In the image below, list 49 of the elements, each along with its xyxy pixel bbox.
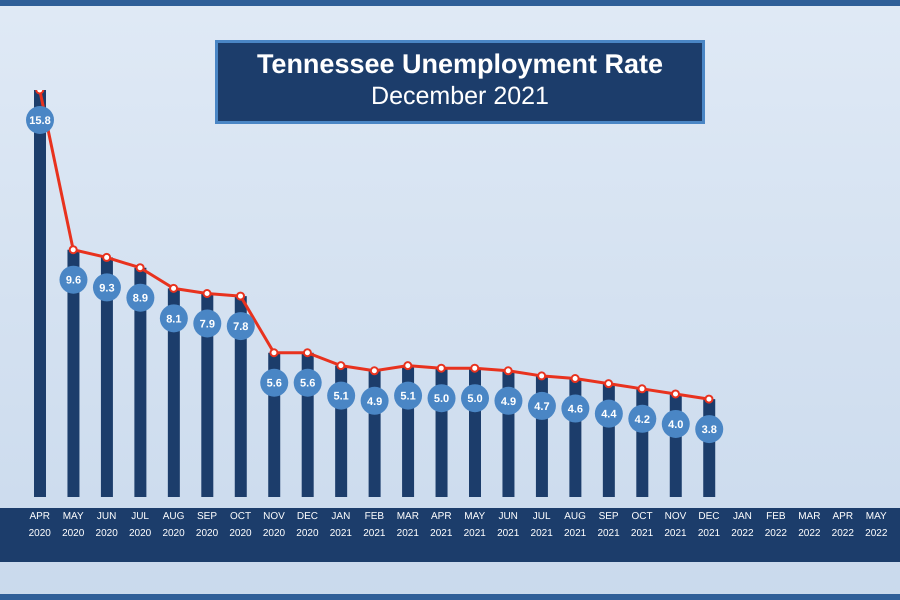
x-tick-label: MAR 2022 (798, 511, 821, 539)
data-label: 4.6 (568, 404, 584, 416)
x-tick-label: MAY 2021 (464, 511, 486, 539)
data-label: 7.8 (233, 321, 248, 334)
x-tick-label: FEB 2021 (363, 511, 386, 539)
data-label: 5.0 (467, 393, 483, 406)
x-tick-label: APR 2022 (832, 511, 854, 539)
x-tick-label: OCT 2020 (229, 511, 252, 539)
data-label: 5.0 (434, 393, 450, 406)
x-tick-label: MAY 2022 (865, 511, 888, 539)
data-label: 5.6 (300, 378, 316, 390)
x-tick-label: SEP 2020 (196, 511, 219, 539)
x-tick-label: SEP 2021 (597, 511, 620, 539)
data-label: 4.4 (601, 408, 618, 421)
x-tick-label: DEC 2021 (698, 511, 721, 539)
x-tick-label: FEB 2022 (764, 511, 788, 539)
data-label: 3.8 (702, 424, 717, 436)
x-tick-label: JUL 2021 (530, 511, 554, 539)
data-label: 4.7 (534, 400, 550, 413)
data-label: 15.8 (29, 115, 51, 127)
data-label: 5.6 (266, 378, 282, 390)
data-label: 4.2 (634, 414, 650, 426)
x-tick-label: MAR 2021 (396, 511, 420, 539)
data-label: 4.0 (668, 418, 684, 431)
x-tick-label: APR 2021 (430, 511, 453, 539)
x-tick-label: OCT 2021 (630, 511, 654, 539)
x-tick-label: APR 2020 (28, 511, 52, 539)
data-label: 9.3 (99, 282, 115, 294)
x-tick-label: JUN 2021 (497, 511, 520, 539)
x-tick-label: JAN 2021 (330, 511, 352, 539)
chart-subtitle: December 2021 (370, 82, 550, 111)
data-label: 7.9 (200, 318, 215, 330)
x-tick-label: JUN 2020 (96, 511, 118, 539)
x-tick-label: MAY 2020 (62, 511, 85, 539)
data-label: 4.9 (500, 396, 516, 408)
x-tick-label: AUG 2021 (564, 511, 587, 539)
data-label: 8.1 (166, 313, 182, 326)
x-tick-label: JUL 2020 (128, 511, 152, 539)
data-label: 5.1 (400, 390, 416, 403)
data-label: 5.1 (334, 390, 349, 403)
data-label: 4.9 (366, 396, 382, 408)
x-tick-label: NOV 2020 (262, 511, 286, 539)
x-tick-label: JAN 2022 (731, 511, 754, 539)
x-tick-label: NOV 2021 (664, 511, 688, 539)
data-label: 8.9 (132, 292, 148, 305)
data-label: 9.6 (66, 274, 82, 287)
x-tick-label: DEC 2020 (296, 511, 319, 539)
chart-title: Tennessee Unemployment Rate (256, 49, 664, 80)
x-tick-label: AUG 2020 (162, 511, 186, 539)
